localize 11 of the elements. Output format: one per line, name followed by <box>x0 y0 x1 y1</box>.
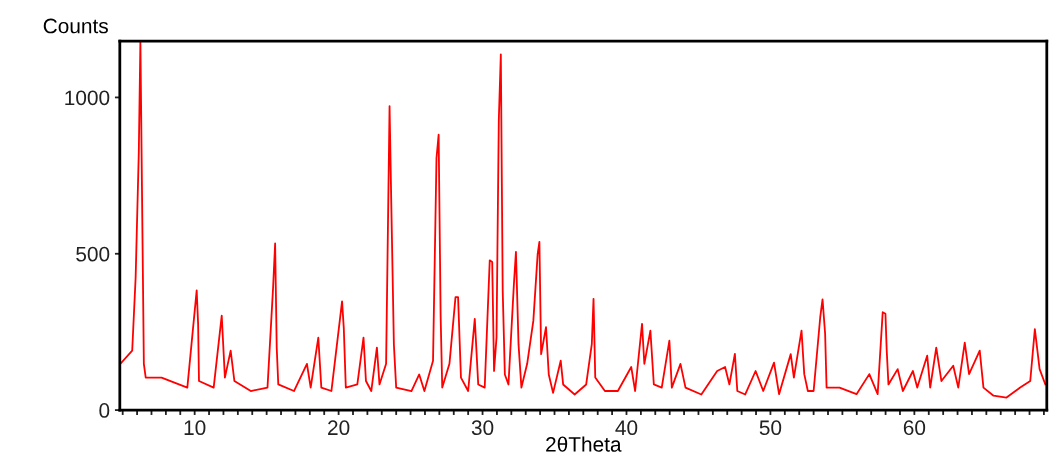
y-tick-label: 0 <box>99 403 110 418</box>
x-axis-title: 2θTheta <box>546 436 622 452</box>
y-tick-label: 500 <box>76 246 110 262</box>
x-tick-label: 40 <box>615 420 638 436</box>
x-tick-label: 50 <box>759 420 782 436</box>
x-tick-label: 10 <box>184 420 206 436</box>
x-tick-label: 20 <box>328 420 350 436</box>
y-tick-label: 1000 <box>65 90 110 106</box>
x-tick-label: 60 <box>903 420 926 436</box>
x-tick-label: 30 <box>471 420 494 436</box>
y-axis-title: Counts <box>43 18 108 34</box>
